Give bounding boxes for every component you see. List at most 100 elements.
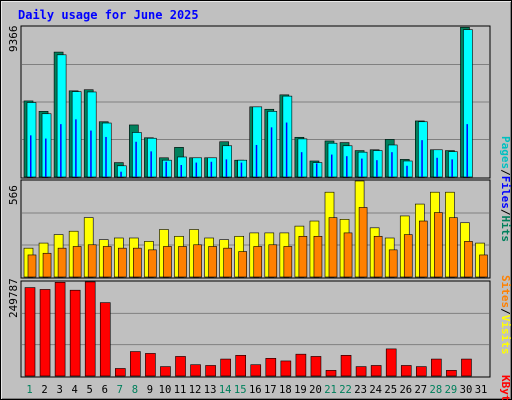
visits-y-max-label: 566 — [7, 185, 20, 205]
pages-bar — [150, 151, 152, 177]
pages-bar — [331, 154, 333, 177]
x-tick-label: 7 — [117, 384, 123, 396]
pages-bar — [466, 124, 468, 177]
sites-bar — [358, 207, 368, 278]
pages-bar — [105, 136, 107, 177]
legend-hits: Hits — [499, 216, 512, 243]
kbytes-bar — [205, 365, 216, 377]
kbytes-bar — [39, 289, 51, 377]
x-tick-label: 10 — [159, 384, 172, 396]
kbytes-bar — [145, 353, 156, 377]
sites-bar — [238, 251, 247, 278]
pages-bar — [225, 159, 228, 177]
x-tick-label: 24 — [369, 384, 382, 396]
x-tick-label: 22 — [339, 384, 352, 396]
sites-bar — [434, 212, 443, 278]
kbytes-y-max-label: 249787 — [7, 278, 20, 318]
kbytes-bar — [461, 358, 472, 377]
pages-bar — [75, 119, 77, 177]
pages-bar — [60, 124, 62, 177]
sites-bar — [328, 217, 338, 278]
kbytes-bar — [250, 364, 262, 377]
pages-bar — [120, 171, 122, 177]
x-tick-label: 31 — [475, 384, 488, 396]
pages-bar — [315, 163, 318, 177]
kbytes-bar — [69, 289, 81, 377]
sites-bar — [479, 254, 488, 278]
x-tick-label: 25 — [384, 384, 397, 396]
x-tick-label: 18 — [279, 384, 292, 396]
kbytes-bars — [24, 281, 472, 377]
pages-bar — [135, 141, 137, 177]
x-tick-label: 17 — [264, 384, 277, 396]
kbytes-bar — [355, 366, 367, 377]
x-tick-label: 3 — [56, 384, 62, 396]
kbytes-bar — [99, 302, 111, 377]
x-tick-label: 5 — [87, 384, 93, 396]
x-tick-label: 1 — [26, 384, 32, 396]
pages-bar — [195, 162, 198, 177]
pages-bar — [270, 127, 273, 177]
sites-bar — [133, 247, 142, 278]
sites-bar — [27, 254, 37, 278]
kbytes-bar — [295, 353, 307, 377]
kbytes-bar — [24, 287, 36, 377]
hits-legend: Pages/Files/Hits — [499, 136, 512, 242]
sites-bar — [72, 246, 82, 278]
x-tick-label: 30 — [460, 384, 473, 396]
kbytes-bar — [415, 366, 427, 377]
kbytes-bar — [235, 355, 246, 377]
sites-bar — [403, 234, 413, 278]
x-tick-label: 9 — [147, 384, 153, 396]
x-axis-labels: 1 2 3 4 5 6 7 8 9 10 11 12 13 14 15 16 17 18 19 20 21 22 23 24 2… — [26, 384, 487, 396]
sites-bar — [313, 235, 323, 278]
pages-bar — [421, 140, 423, 177]
x-tick-label: 29 — [445, 384, 458, 396]
kbytes-bar — [54, 281, 66, 377]
sites-bar — [193, 244, 202, 278]
sites-bar — [87, 244, 97, 278]
kbytes-bar — [115, 368, 126, 377]
visits-bars — [23, 180, 488, 278]
kbytes-bar — [310, 356, 322, 377]
hits-y-max-label: 9366 — [7, 26, 20, 53]
pages-bar — [346, 156, 348, 177]
chart-title: Daily usage for June 2025 — [18, 8, 199, 22]
x-tick-label: 11 — [174, 384, 187, 396]
sites-bar — [418, 220, 428, 278]
sites-bar — [449, 217, 458, 278]
sites-bar — [208, 246, 217, 278]
hits-bars — [23, 26, 473, 178]
kbytes-bar — [130, 351, 141, 377]
kbytes-bar — [265, 358, 277, 377]
pages-bar — [361, 158, 363, 177]
sites-bar — [57, 247, 67, 278]
kbytes-bar — [84, 281, 96, 377]
kbytes-panel-background — [20, 280, 491, 378]
legend-files: Files — [499, 176, 512, 209]
kbytes-bar — [400, 365, 412, 377]
sites-bar — [373, 235, 383, 278]
pages-bar — [285, 122, 288, 177]
pages-bar — [406, 165, 408, 177]
x-tick-label: 26 — [399, 384, 412, 396]
sites-bar — [464, 241, 473, 278]
x-tick-label: 13 — [204, 384, 217, 396]
kbytes-bar — [190, 364, 201, 377]
kbytes-bar — [220, 358, 231, 377]
pages-bar — [376, 160, 378, 177]
pages-bar — [90, 130, 92, 177]
sites-bar — [148, 249, 157, 278]
x-tick-label: 15 — [234, 384, 247, 396]
pages-bar — [210, 161, 213, 177]
pages-bar — [240, 162, 243, 177]
x-tick-label: 14 — [219, 384, 232, 396]
kbytes-bar — [446, 370, 457, 377]
visits-legend: Sites/Visits — [499, 275, 512, 355]
x-tick-label: 2 — [41, 384, 47, 396]
x-tick-label: 16 — [249, 384, 262, 396]
pages-bar — [30, 135, 32, 177]
kbytes-bar — [160, 366, 171, 377]
kbytes-bar — [385, 348, 397, 377]
